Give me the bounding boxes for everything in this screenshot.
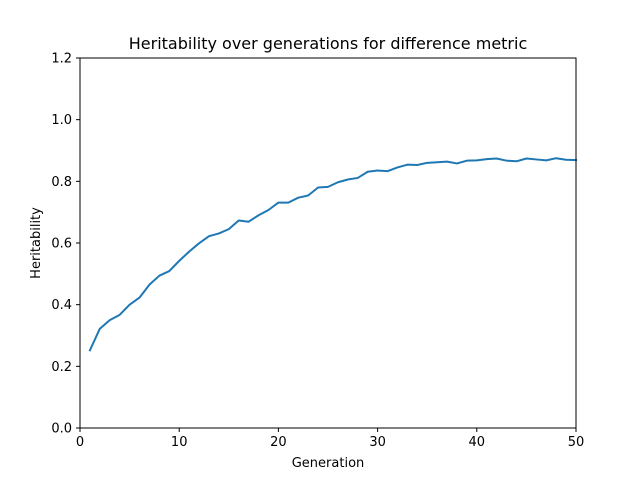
x-tick-label: 30	[369, 435, 386, 450]
data-point	[257, 214, 260, 216]
x-axis: 0 10 20 30 40 50	[76, 428, 584, 450]
data-point	[555, 157, 557, 159]
data-point	[277, 202, 279, 204]
data-point	[148, 284, 151, 286]
y-tick-label: 0.4	[51, 298, 72, 313]
data-point	[129, 304, 131, 306]
data-point	[138, 296, 141, 299]
data-point	[396, 166, 399, 169]
data-point	[386, 170, 389, 172]
data-point	[486, 158, 488, 160]
data-point	[456, 162, 458, 165]
data-point	[218, 232, 220, 235]
y-tick-label: 0.6	[51, 237, 72, 252]
y-tick-label: 0.2	[51, 360, 72, 375]
data-point	[337, 181, 339, 183]
data-point	[466, 160, 468, 162]
data-point	[168, 270, 170, 272]
x-tick-label: 0	[76, 435, 84, 450]
data-point	[188, 251, 190, 253]
data-point	[99, 328, 101, 330]
data-point	[287, 202, 289, 204]
x-tick-label: 20	[270, 435, 287, 450]
data-point	[178, 260, 180, 262]
data-point	[545, 159, 547, 161]
y-tick-label: 1.0	[51, 113, 72, 128]
data-point	[228, 228, 230, 230]
data-point	[297, 197, 299, 199]
data-point	[357, 177, 359, 179]
data-point	[416, 164, 418, 166]
data-point	[109, 319, 111, 321]
data-point	[476, 159, 478, 161]
x-tick-label: 10	[171, 435, 188, 450]
series-line	[88, 157, 578, 352]
data-point	[436, 161, 438, 163]
y-tick-label: 1.2	[51, 52, 72, 67]
x-tick-label: 40	[469, 435, 486, 450]
y-axis-label: Heritability	[29, 207, 44, 279]
data-point	[426, 162, 428, 164]
data-point	[267, 209, 270, 211]
y-tick-label: 0.8	[51, 175, 72, 190]
data-point	[347, 178, 349, 181]
data-point	[406, 164, 408, 166]
data-point	[317, 186, 319, 189]
data-point	[89, 349, 91, 351]
data-point	[367, 171, 369, 173]
data-point	[208, 235, 210, 237]
data-point	[565, 159, 567, 161]
data-point	[446, 161, 448, 163]
data-point	[158, 275, 160, 277]
data-point	[505, 160, 508, 162]
data-point	[119, 314, 121, 316]
data-point	[535, 158, 537, 161]
data-point	[377, 169, 379, 172]
data-point	[496, 157, 498, 160]
data-point	[307, 194, 309, 197]
data-point	[248, 221, 250, 223]
data-point	[525, 157, 528, 160]
y-tick-label: 0.0	[51, 422, 72, 437]
data-point	[515, 160, 518, 162]
chart-title: Heritability over generations for differ…	[129, 34, 528, 53]
data-point	[327, 186, 329, 188]
y-axis: 0.0 0.2 0.4 0.6 0.8 1.0 1.2	[51, 52, 80, 437]
x-axis-label: Generation	[292, 456, 365, 471]
data-point	[238, 219, 240, 222]
data-point	[198, 242, 200, 244]
x-tick-label: 50	[568, 435, 585, 450]
